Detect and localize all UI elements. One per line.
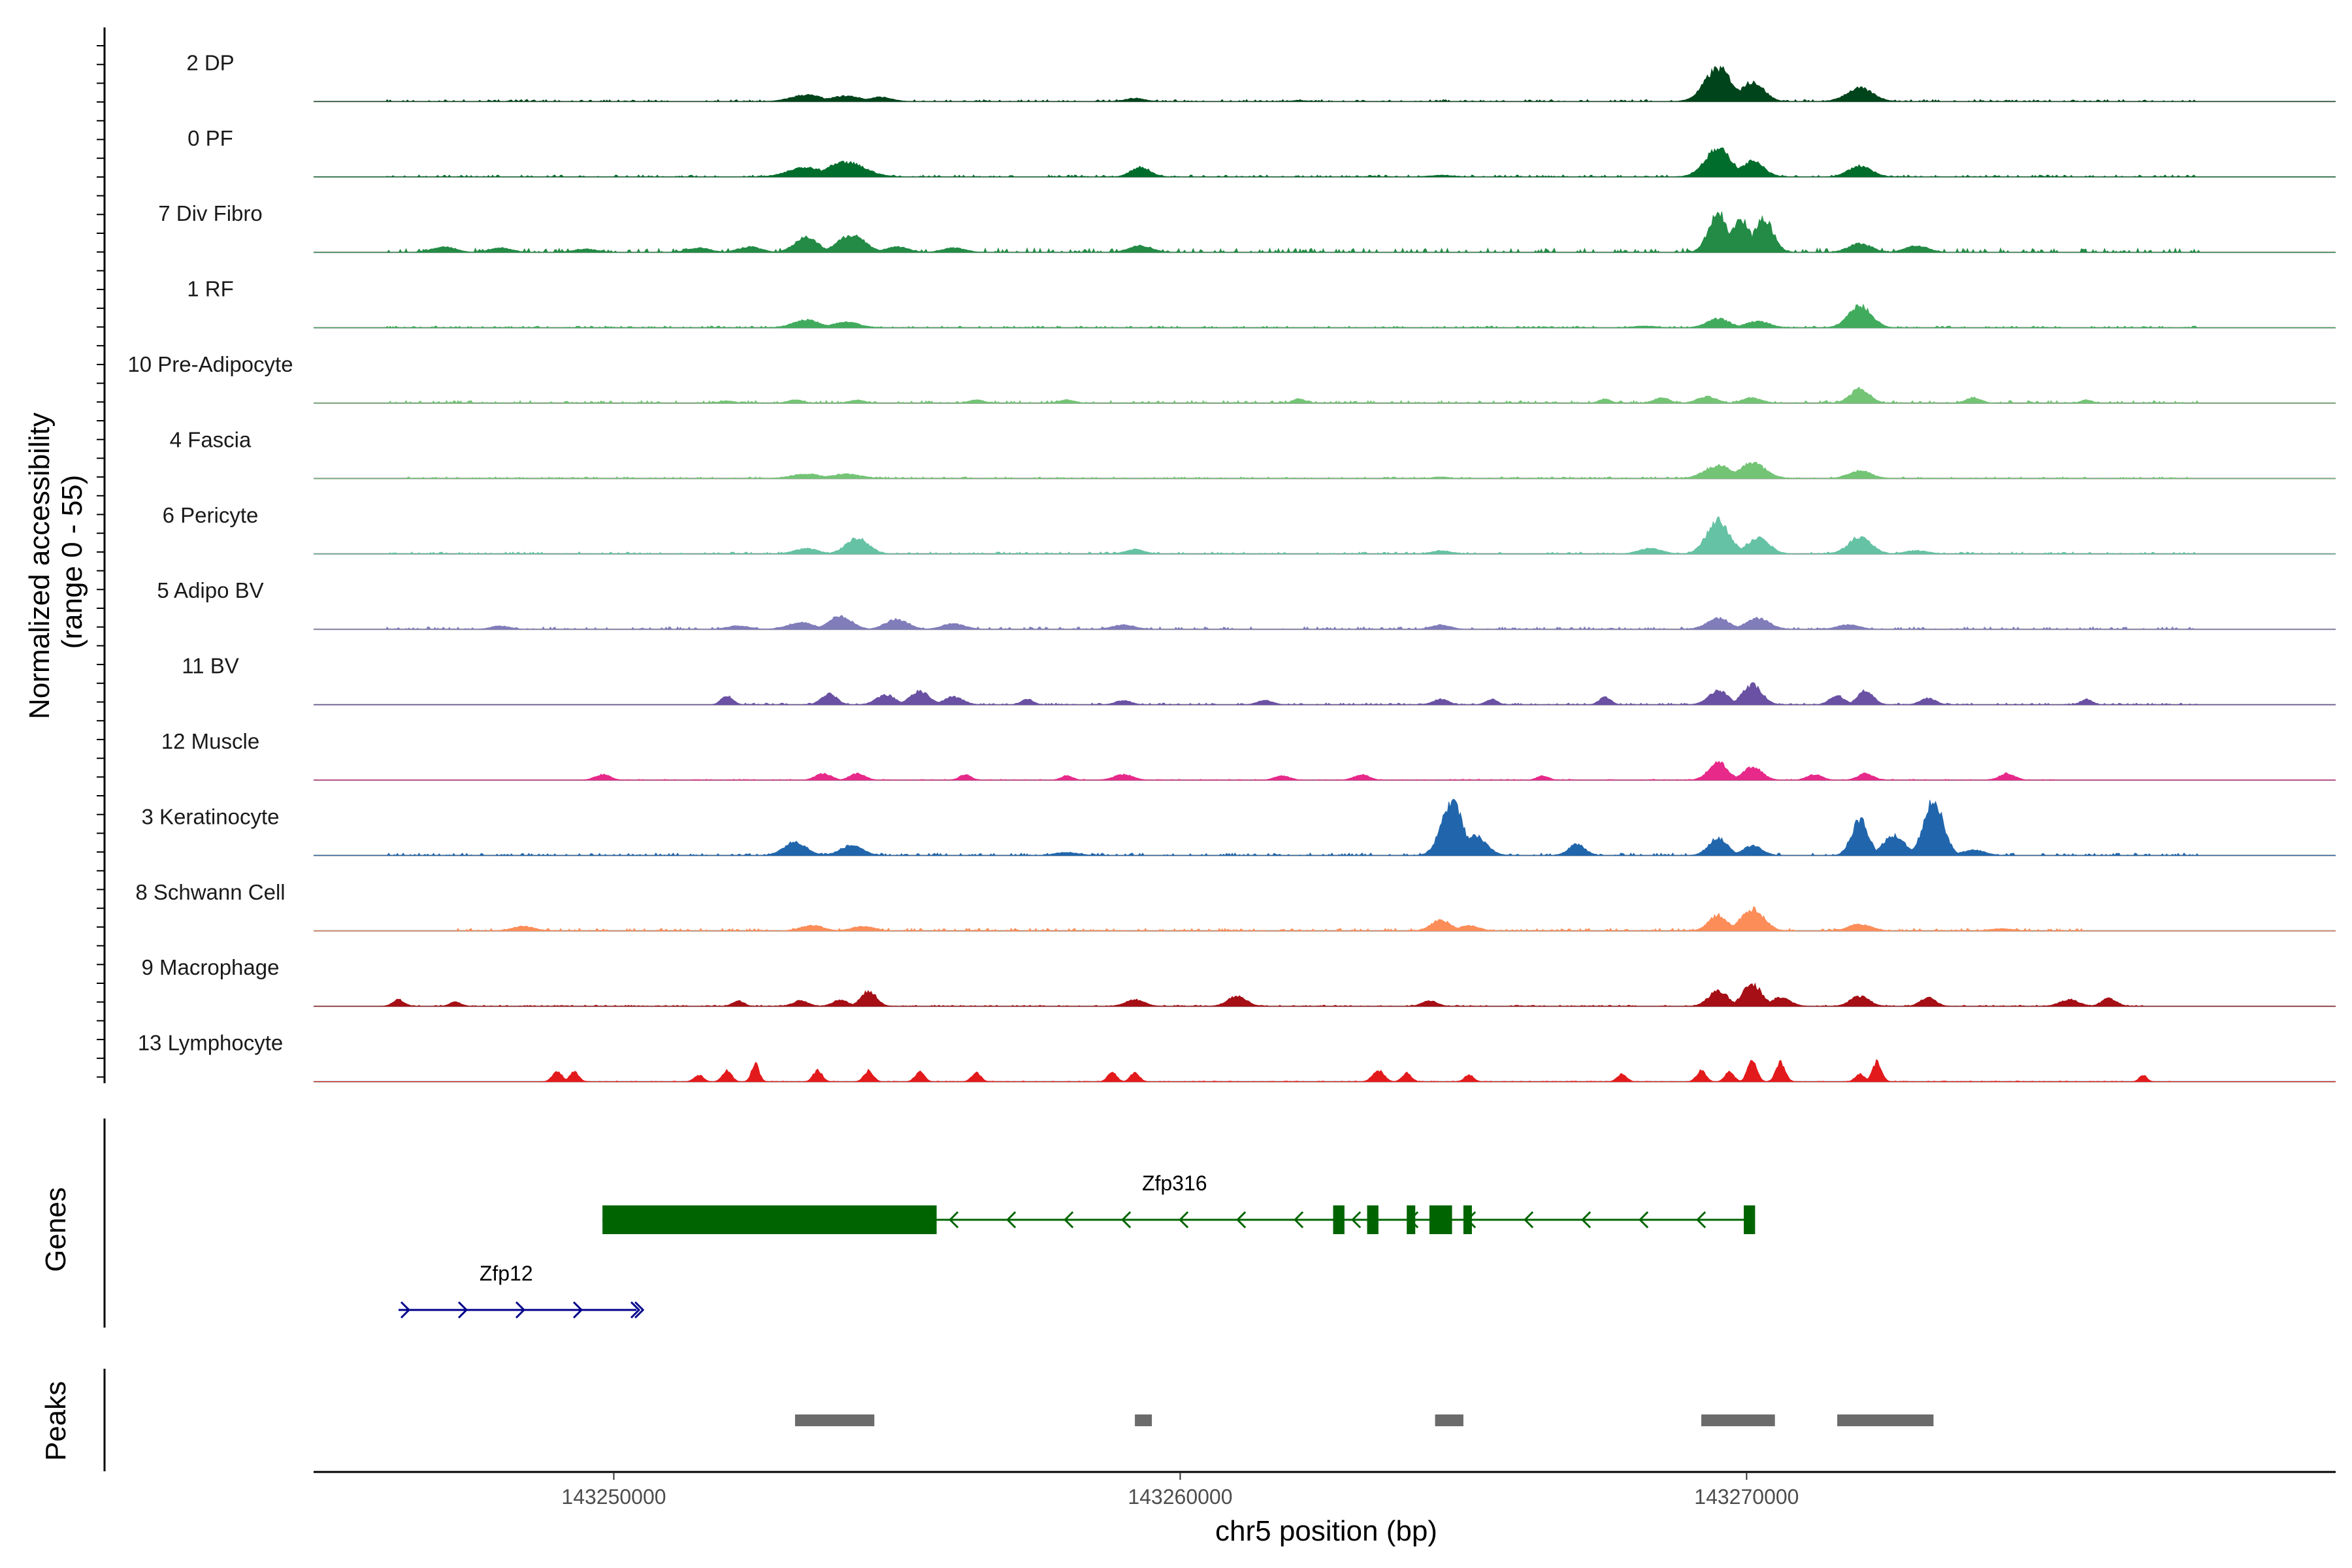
coverage-area bbox=[314, 386, 2336, 404]
gene-exon bbox=[602, 1205, 937, 1234]
coverage-area bbox=[314, 1059, 2336, 1083]
x-tick-label: 143250000 bbox=[561, 1485, 666, 1509]
x-axis-title: chr5 position (bp) bbox=[1215, 1515, 1437, 1547]
peak-region bbox=[1435, 1414, 1463, 1426]
peak-region bbox=[1701, 1414, 1775, 1426]
track-label: 12 Muscle bbox=[161, 729, 259, 753]
strand-chevron bbox=[1581, 1211, 1592, 1229]
coverage-area bbox=[314, 798, 2336, 857]
coverage-track: 11 BV bbox=[182, 654, 2336, 706]
strand-chevron bbox=[1006, 1211, 1017, 1229]
gene-label: Zfp316 bbox=[1142, 1171, 1207, 1195]
strand-chevron bbox=[1064, 1211, 1074, 1229]
track-label: 10 Pre-Adipocyte bbox=[127, 352, 293, 376]
strand-chevron bbox=[1524, 1211, 1534, 1229]
track-label: 0 PF bbox=[188, 126, 233, 150]
gene-exon bbox=[1429, 1205, 1452, 1234]
coverage-area bbox=[314, 516, 2336, 555]
coverage-track: 8 Schwann Cell bbox=[135, 880, 2336, 932]
genes-panel: Zfp316 Zfp12 bbox=[103, 1119, 1756, 1328]
coverage-area bbox=[314, 211, 2336, 253]
gene-exon bbox=[1407, 1205, 1416, 1234]
coverage-track: 4 Fascia bbox=[170, 427, 2336, 480]
x-axis: 143250000 143260000 143270000 bbox=[314, 1471, 2336, 1509]
strand-chevron bbox=[400, 1301, 411, 1319]
coverage-track: 3 Keratinocyte bbox=[142, 798, 2336, 857]
coverage-area bbox=[314, 615, 2336, 630]
strand-chevron bbox=[1696, 1211, 1707, 1229]
strand-chevron bbox=[1179, 1211, 1189, 1229]
y-axis-title-line1: Normalized accessibility bbox=[24, 412, 56, 719]
strand-chevron bbox=[1236, 1211, 1247, 1229]
gene-exon bbox=[1367, 1205, 1379, 1234]
track-label: 9 Macrophage bbox=[142, 955, 280, 979]
genes-panel-title: Genes bbox=[40, 1187, 72, 1272]
x-tick-label: 143260000 bbox=[1128, 1485, 1232, 1509]
peaks-panel-title: Peaks bbox=[40, 1381, 72, 1461]
coverage-track: 10 Pre-Adipocyte bbox=[127, 352, 2336, 404]
peak-region bbox=[794, 1414, 875, 1426]
coverage-track: 0 PF bbox=[188, 126, 2336, 178]
gene-label: Zfp12 bbox=[480, 1262, 533, 1285]
coverage-area bbox=[314, 303, 2336, 329]
coverage-track: 13 Lymphocyte bbox=[138, 1031, 2336, 1083]
track-label: 6 Pericyte bbox=[163, 503, 259, 527]
gene-model: Zfp316 bbox=[602, 1171, 1756, 1234]
strand-chevron bbox=[949, 1211, 959, 1229]
coverage-area bbox=[314, 760, 2336, 781]
strand-chevron bbox=[515, 1301, 526, 1319]
track-label: 8 Schwann Cell bbox=[135, 880, 285, 904]
y-axis-title-line2: (range 0 - 55) bbox=[56, 475, 88, 649]
coverage-track: 1 RF bbox=[187, 277, 2336, 329]
track-label: 13 Lymphocyte bbox=[138, 1031, 284, 1055]
strand-chevron bbox=[1351, 1211, 1362, 1229]
peak-region bbox=[1837, 1414, 1934, 1426]
coverage-area bbox=[314, 461, 2336, 480]
coverage-track: 9 Macrophage bbox=[142, 955, 2336, 1007]
coverage-area bbox=[314, 982, 2336, 1007]
coverage-area bbox=[314, 147, 2336, 178]
track-label: 4 Fascia bbox=[170, 427, 252, 451]
coverage-track: 6 Pericyte bbox=[163, 503, 2336, 555]
coverage-track: 5 Adipo BV bbox=[157, 578, 2336, 630]
peak-region bbox=[1135, 1414, 1152, 1426]
coverage-track: 7 Div Fibro bbox=[158, 201, 2336, 253]
track-label: 3 Keratinocyte bbox=[142, 804, 280, 828]
strand-chevron bbox=[1639, 1211, 1649, 1229]
coverage-area bbox=[314, 65, 2336, 103]
gene-exon bbox=[1333, 1205, 1345, 1234]
strand-chevron bbox=[457, 1301, 468, 1319]
coverage-area bbox=[314, 906, 2336, 932]
track-label: 1 RF bbox=[187, 277, 234, 301]
track-label: 2 DP bbox=[186, 50, 234, 74]
strand-chevron bbox=[634, 1301, 645, 1319]
track-label: 7 Div Fibro bbox=[158, 201, 263, 225]
track-label: 5 Adipo BV bbox=[157, 578, 263, 602]
coverage-panel: 2 DP 0 PF 7 Div Fibro 1 RF 10 Pre-Adipocyte 4… bbox=[97, 27, 2336, 1083]
gene-exon bbox=[1744, 1205, 1756, 1234]
y-axis-title: Normalized accessibility (range 0 - 55) bbox=[24, 404, 88, 719]
coverage-track: 12 Muscle bbox=[161, 729, 2336, 781]
gene-model: Zfp12 bbox=[399, 1262, 645, 1319]
strand-chevron bbox=[630, 1301, 641, 1319]
x-tick-label: 143270000 bbox=[1694, 1485, 1799, 1509]
coverage-track: 2 DP bbox=[186, 50, 2336, 103]
strand-chevron bbox=[1121, 1211, 1132, 1229]
strand-chevron bbox=[572, 1301, 583, 1319]
gene-exon bbox=[1463, 1205, 1472, 1234]
coverage-area bbox=[314, 682, 2336, 706]
track-label: 11 BV bbox=[182, 654, 238, 678]
peaks-panel bbox=[103, 1369, 1934, 1471]
strand-chevron bbox=[1294, 1211, 1304, 1229]
